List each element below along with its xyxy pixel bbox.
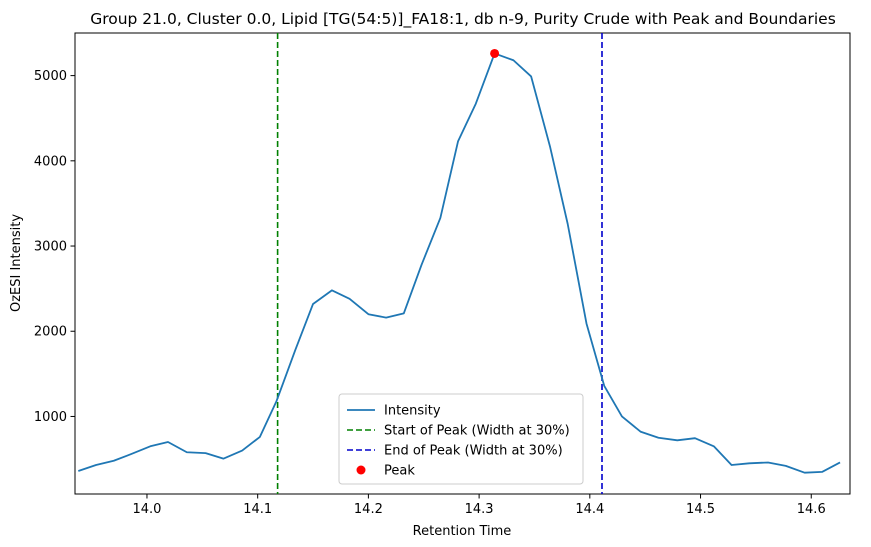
y-tick-label: 3000	[34, 240, 67, 255]
legend-label: End of Peak (Width at 30%)	[384, 444, 563, 459]
x-tick-label: 14.1	[243, 502, 272, 517]
legend-item-end-of-peak: End of Peak (Width at 30%)	[347, 444, 563, 459]
x-axis: 14.0 14.1 14.2 14.3 14.4 14.5 14.6	[132, 494, 826, 517]
x-tick-label: 14.4	[575, 502, 604, 517]
legend-item-start-of-peak: Start of Peak (Width at 30%)	[347, 424, 570, 439]
chart-title: Group 21.0, Cluster 0.0, Lipid [TG(54:5)…	[90, 10, 836, 29]
legend-label: Start of Peak (Width at 30%)	[384, 424, 570, 439]
peak-point	[490, 48, 500, 58]
y-axis-label: OzESI Intensity	[9, 214, 24, 312]
y-axis: 1000 2000 3000 4000 5000	[34, 69, 75, 425]
x-axis-label: Retention Time	[413, 524, 512, 539]
x-tick-label: 14.6	[797, 502, 826, 517]
x-tick-label: 14.5	[686, 502, 715, 517]
legend-item-intensity: Intensity	[347, 404, 441, 419]
x-tick-label: 14.3	[465, 502, 494, 517]
y-tick-label: 5000	[34, 69, 67, 84]
legend-item-peak: Peak	[356, 464, 415, 479]
legend-box	[338, 393, 584, 485]
legend-label: Peak	[384, 464, 415, 479]
legend-label: Intensity	[384, 404, 441, 419]
peak-markers	[490, 48, 500, 58]
plot-frame	[74, 32, 851, 495]
series-line-intensity	[78, 52, 841, 474]
y-tick-label: 1000	[34, 410, 67, 425]
legend-swatch	[356, 465, 366, 475]
x-tick-label: 14.2	[354, 502, 383, 517]
y-tick-label: 2000	[34, 325, 67, 340]
x-tick-label: 14.0	[132, 502, 161, 517]
legend: Intensity Start of Peak (Width at 30%) End…	[338, 393, 584, 485]
y-tick-label: 4000	[34, 154, 67, 169]
boundary-lines	[276, 33, 603, 494]
